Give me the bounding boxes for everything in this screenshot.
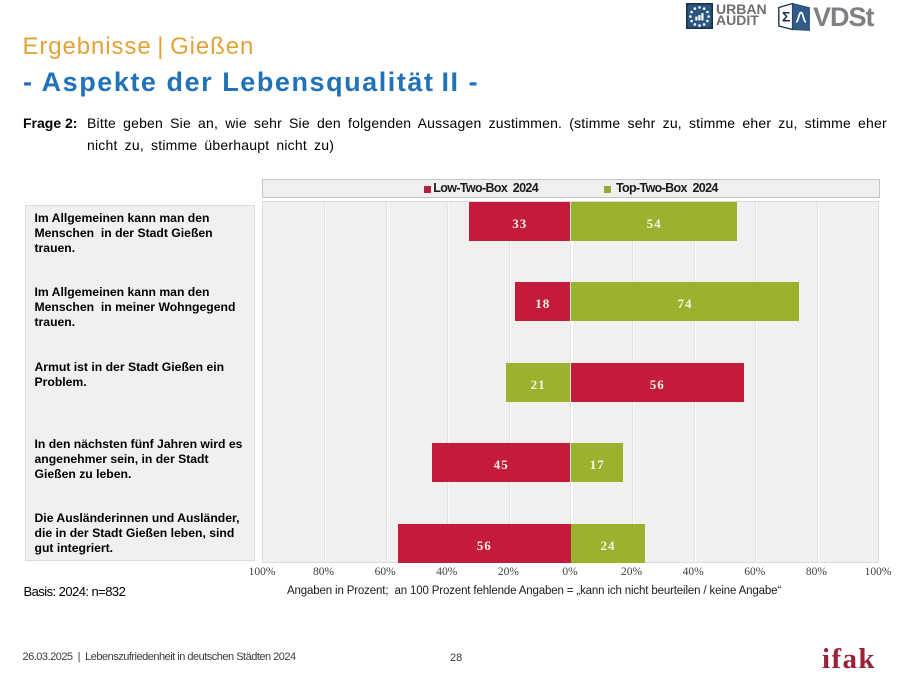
- svg-text:Σ: Σ: [782, 9, 790, 25]
